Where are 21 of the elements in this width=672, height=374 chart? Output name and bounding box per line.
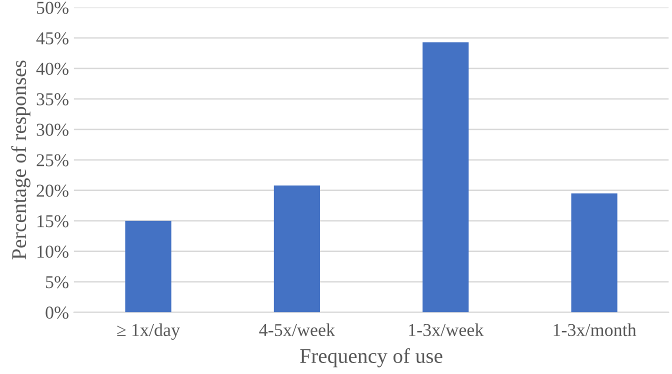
- y-tick-label: 25%: [36, 154, 68, 166]
- bar: [571, 193, 618, 312]
- x-axis-title: Frequency of use: [300, 348, 442, 368]
- y-tick-label: 45%: [36, 32, 68, 44]
- x-tick-label: ≥ 1x/day: [117, 323, 180, 340]
- y-tick-label: 35%: [36, 93, 68, 106]
- y-axis-title: Percentage of responses: [11, 60, 30, 260]
- y-tick-label: 15%: [38, 215, 68, 228]
- x-tick-label: 1-3x/week: [409, 323, 484, 336]
- x-tick-label: 4-5x/week: [259, 323, 336, 336]
- x-tick-label: 1-3x/month: [554, 323, 636, 336]
- bar: [422, 42, 469, 312]
- y-tick-label: 5%: [46, 276, 68, 288]
- y-tick-label: 30%: [36, 124, 68, 136]
- bar: [125, 220, 172, 312]
- y-tick-label: 20%: [36, 184, 68, 197]
- bar: [274, 185, 320, 312]
- y-tick-label: 40%: [36, 62, 68, 75]
- y-tick-label: 50%: [37, 2, 68, 14]
- y-tick-label: 10%: [38, 246, 68, 258]
- y-tick-label: 0%: [46, 306, 68, 319]
